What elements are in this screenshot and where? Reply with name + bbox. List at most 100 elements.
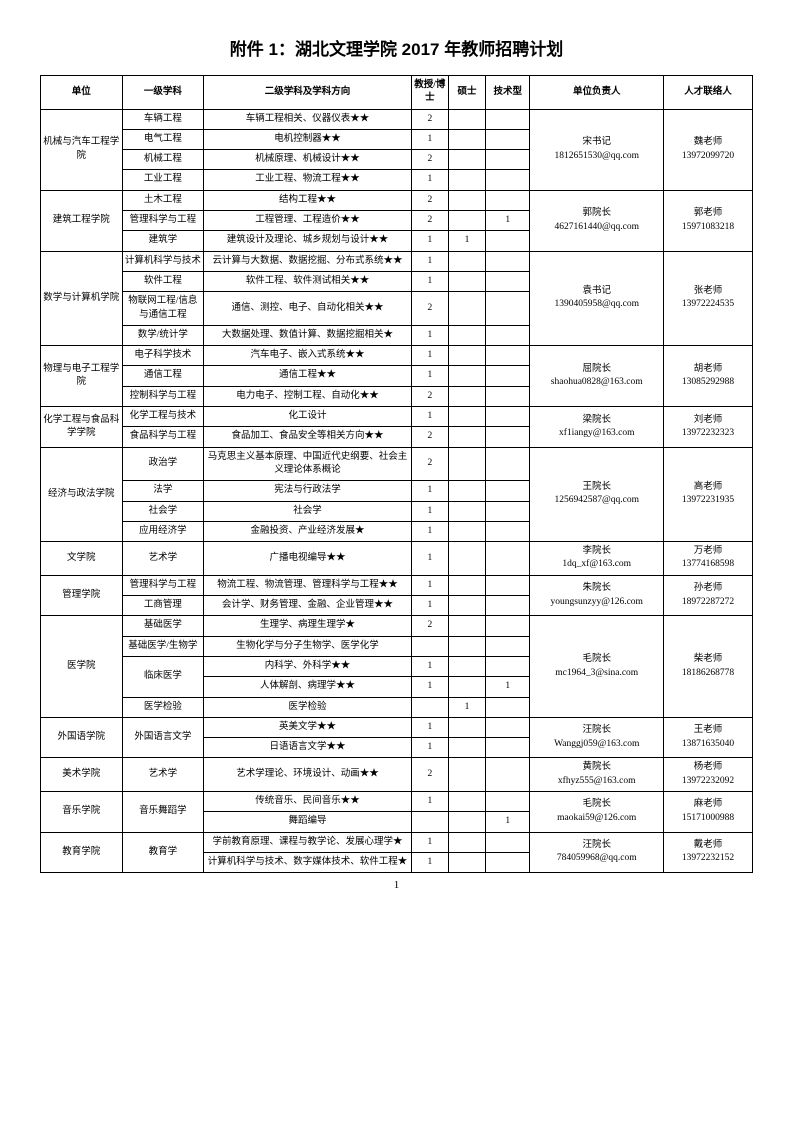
cell-tech [485,656,530,676]
cell-prof: 1 [411,481,448,501]
cell-tech [485,129,530,149]
cell-master [448,481,485,501]
cell-master [448,812,485,832]
cell-master [448,596,485,616]
cell-head: 黄院长xfhyz555@163.com [530,758,664,792]
cell-master [448,170,485,190]
cell-level1: 艺术学 [122,758,204,792]
cell-master [448,292,485,326]
cell-prof: 2 [411,292,448,326]
cell-tech [485,346,530,366]
cell-unit: 音乐学院 [41,791,123,832]
cell-level2: 生理学、病理生理学★ [204,616,412,636]
cell-level2: 云计算与大数据、数据挖掘、分布式系统★★ [204,251,412,271]
cell-level2: 通信、测控、电子、自动化相关★★ [204,292,412,326]
cell-level2: 计算机科学与技术、数字媒体技术、软件工程★ [204,852,412,872]
cell-level1: 应用经济学 [122,521,204,541]
table-row: 机械与汽车工程学院车辆工程车辆工程相关、仪器仪表★★2宋书记1812651530… [41,109,753,129]
cell-tech [485,717,530,737]
cell-prof: 2 [411,758,448,792]
cell-tech [485,596,530,616]
cell-master [448,366,485,386]
cell-master [448,542,485,576]
cell-contact: 魏老师13972099720 [663,109,752,190]
cell-tech [485,481,530,501]
th-contact: 人才联络人 [663,76,752,110]
cell-prof: 1 [411,542,448,576]
th-prof: 教授/博士 [411,76,448,110]
cell-level2: 人体解剖、病理学★★ [204,677,412,697]
cell-prof: 1 [411,575,448,595]
cell-prof [411,697,448,717]
cell-tech [485,697,530,717]
cell-tech [485,386,530,406]
cell-tech [485,852,530,872]
cell-level1: 基础医学/生物学 [122,636,204,656]
cell-level2: 食品加工、食品安全等相关方向★★ [204,427,412,447]
cell-level2: 结构工程★★ [204,190,412,210]
cell-level1: 计算机科学与技术 [122,251,204,271]
cell-head: 屈院长shaohua0828@163.com [530,346,664,407]
cell-unit: 数学与计算机学院 [41,251,123,345]
cell-master [448,575,485,595]
cell-master [448,501,485,521]
cell-level2: 日语语言文学★★ [204,738,412,758]
cell-level1: 外国语言文学 [122,717,204,758]
cell-tech [485,575,530,595]
cell-level2: 大数据处理、数值计算、数据挖掘相关★ [204,325,412,345]
cell-master: 1 [448,231,485,251]
cell-tech [485,251,530,271]
page-number: 1 [40,879,753,891]
cell-unit: 化学工程与食品科学学院 [41,407,123,448]
cell-master [448,407,485,427]
cell-level2: 工业工程、物流工程★★ [204,170,412,190]
cell-master [448,346,485,366]
cell-level2: 通信工程★★ [204,366,412,386]
cell-tech [485,636,530,656]
cell-contact: 万老师13774168598 [663,542,752,576]
cell-unit: 物理与电子工程学院 [41,346,123,407]
table-row: 物理与电子工程学院电子科学技术汽车电子、嵌入式系统★★1屈院长shaohua08… [41,346,753,366]
cell-contact: 孙老师18972287272 [663,575,752,616]
cell-level1: 食品科学与工程 [122,427,204,447]
cell-level2: 英美文学★★ [204,717,412,737]
cell-level2: 生物化学与分子生物学、医学化学 [204,636,412,656]
cell-tech [485,758,530,792]
cell-master [448,427,485,447]
cell-level2: 化工设计 [204,407,412,427]
cell-level2: 电力电子、控制工程、自动化★★ [204,386,412,406]
cell-master [448,832,485,852]
cell-master [448,656,485,676]
cell-contact: 杨老师13972232092 [663,758,752,792]
cell-prof: 1 [411,501,448,521]
cell-level2: 机械原理、机械设计★★ [204,150,412,170]
cell-tech: 1 [485,211,530,231]
cell-unit: 外国语学院 [41,717,123,758]
cell-prof: 1 [411,656,448,676]
cell-level1: 音乐舞蹈学 [122,791,204,832]
cell-level1: 控制科学与工程 [122,386,204,406]
cell-level1: 管理科学与工程 [122,575,204,595]
cell-prof: 1 [411,738,448,758]
cell-prof: 2 [411,447,448,481]
cell-level1: 车辆工程 [122,109,204,129]
cell-prof: 2 [411,386,448,406]
cell-master [448,521,485,541]
cell-master [448,616,485,636]
cell-unit: 建筑工程学院 [41,190,123,251]
cell-level1: 法学 [122,481,204,501]
cell-prof: 1 [411,271,448,291]
cell-tech [485,738,530,758]
cell-prof: 1 [411,346,448,366]
cell-master [448,791,485,811]
cell-contact: 刘老师13972232323 [663,407,752,448]
cell-prof: 2 [411,616,448,636]
cell-tech [485,407,530,427]
th-head: 单位负责人 [530,76,664,110]
cell-tech [485,501,530,521]
page-title: 附件 1：湖北文理学院 2017 年教师招聘计划 [40,35,753,60]
cell-prof: 2 [411,190,448,210]
cell-master: 1 [448,697,485,717]
th-unit: 单位 [41,76,123,110]
cell-tech [485,325,530,345]
